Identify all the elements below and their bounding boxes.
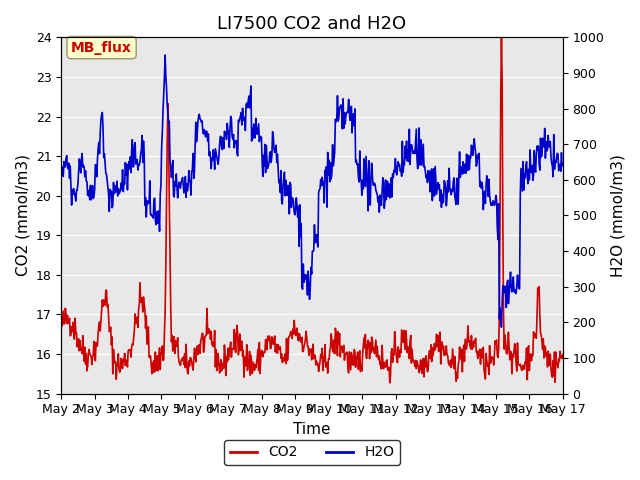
H2O bbox=[388, 194, 396, 200]
H2O bbox=[559, 162, 566, 168]
CO2 bbox=[386, 380, 394, 385]
Text: MB_flux: MB_flux bbox=[71, 41, 132, 55]
Y-axis label: CO2 (mmol/m3): CO2 (mmol/m3) bbox=[15, 155, 30, 276]
Line: CO2: CO2 bbox=[61, 37, 563, 383]
H2O bbox=[373, 192, 381, 197]
H2O bbox=[170, 193, 177, 199]
CO2 bbox=[559, 351, 566, 357]
H2O bbox=[161, 52, 169, 58]
H2O bbox=[196, 116, 204, 122]
Legend: CO2, H2O: CO2, H2O bbox=[224, 440, 400, 465]
CO2 bbox=[372, 354, 380, 360]
X-axis label: Time: Time bbox=[293, 422, 331, 437]
CO2 bbox=[498, 35, 506, 40]
Y-axis label: H2O (mmol/m3): H2O (mmol/m3) bbox=[610, 154, 625, 277]
CO2 bbox=[388, 346, 396, 351]
Line: H2O: H2O bbox=[61, 55, 563, 327]
H2O bbox=[498, 324, 506, 330]
CO2 bbox=[169, 348, 177, 354]
CO2 bbox=[67, 333, 74, 339]
CO2 bbox=[58, 320, 65, 325]
CO2 bbox=[195, 342, 203, 348]
H2O bbox=[118, 187, 125, 192]
Title: LI7500 CO2 and H2O: LI7500 CO2 and H2O bbox=[218, 15, 406, 33]
H2O bbox=[58, 172, 65, 178]
H2O bbox=[67, 163, 74, 169]
CO2 bbox=[118, 360, 125, 365]
